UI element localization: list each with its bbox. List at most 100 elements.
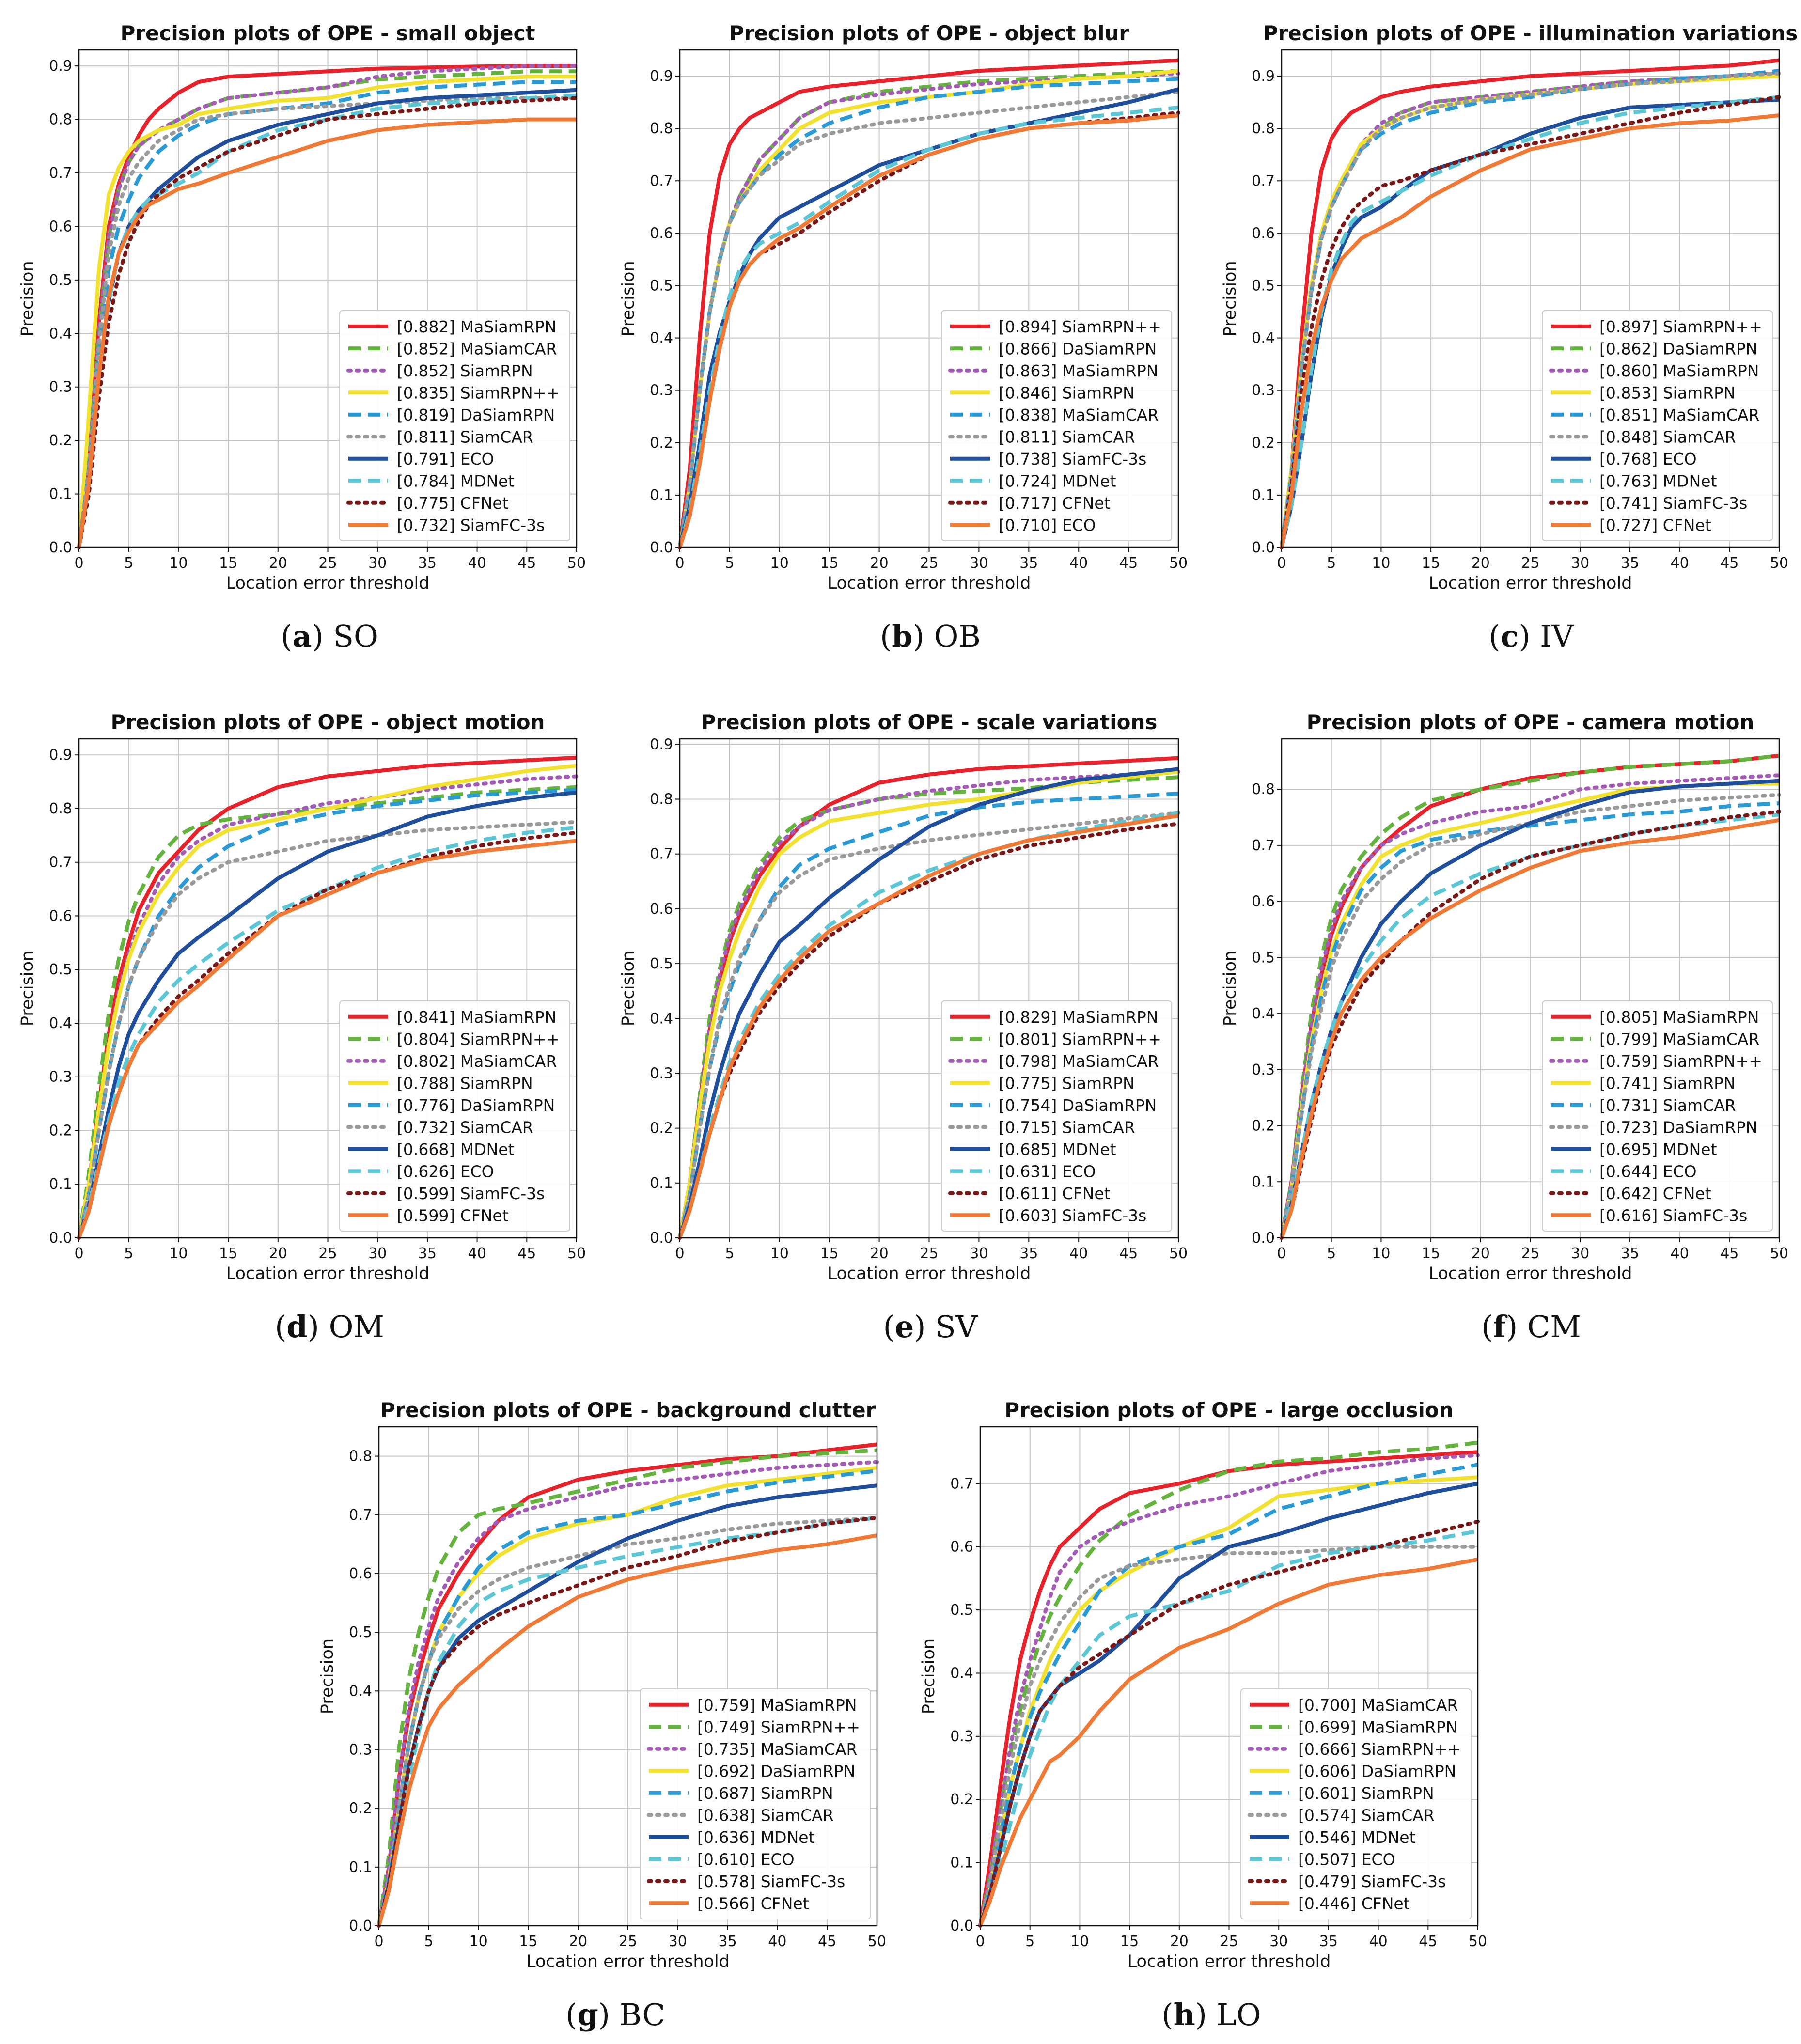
x-tick-label: 40 — [1671, 555, 1689, 572]
x-tick-label: 20 — [1472, 555, 1490, 572]
x-tick-label: 35 — [1621, 1245, 1639, 1262]
y-tick-label: 0.0 — [49, 1230, 72, 1247]
legend-entry: [0.479] SiamFC-3s — [1298, 1872, 1446, 1891]
y-tick-label: 0.5 — [1252, 949, 1275, 966]
y-tick-label: 0.4 — [950, 1665, 973, 1682]
x-tick-label: 15 — [820, 1245, 839, 1262]
legend-entry: [0.754] DaSiamRPN — [999, 1096, 1157, 1115]
y-tick-label: 0.3 — [349, 1741, 372, 1758]
legend-entry: [0.723] DaSiamRPN — [1599, 1118, 1757, 1137]
legend-box — [941, 1000, 1172, 1232]
x-tick-label: 5 — [725, 1245, 734, 1262]
x-tick-label: 0 — [975, 1933, 985, 1950]
legend-box — [339, 1000, 570, 1232]
series-line-cfnet — [377, 1533, 877, 1927]
x-tick-label: 0 — [1277, 555, 1286, 572]
y-tick-label: 0.4 — [1252, 1005, 1275, 1022]
legend-entry: [0.700] MaSiamCAR — [1298, 1696, 1458, 1715]
legend-entry: [0.768] ECO — [1599, 450, 1697, 468]
y-axis-label: Precision — [1221, 261, 1240, 336]
y-axis-label: Precision — [919, 1638, 939, 1714]
series-line-siamcar — [678, 90, 1180, 549]
x-tick-label: 0 — [74, 1245, 83, 1262]
x-tick-label: 50 — [868, 1933, 886, 1950]
x-tick-label: 25 — [1220, 1933, 1238, 1950]
legend-entry: [0.759] MaSiamRPN — [697, 1696, 857, 1715]
legend-entry: [0.805] MaSiamRPN — [1599, 1008, 1759, 1027]
series-line-dasiamrpn — [678, 792, 1179, 1238]
series-line-cfnet — [77, 839, 577, 1239]
x-tick-label: 25 — [1521, 1245, 1539, 1262]
y-tick-label: 0.4 — [49, 1015, 72, 1032]
chart-title: Precision plots of OPE - object blur — [729, 21, 1129, 45]
x-axis-label: Location error threshold — [526, 1952, 730, 1971]
x-tick-label: 10 — [1372, 1245, 1390, 1262]
y-tick-label: 0.1 — [349, 1859, 372, 1876]
chart-title: Precision plots of OPE - small object — [121, 21, 535, 45]
y-tick-label: 0.2 — [49, 1122, 72, 1139]
y-tick-label: 0.5 — [49, 272, 72, 289]
y-tick-label: 0.1 — [49, 1176, 72, 1193]
legend-entry: [0.776] DaSiamRPN — [397, 1096, 555, 1115]
series-line-masiamcar — [1280, 753, 1780, 1238]
panel-f: 0 5 10 15 20 25 30 35 40 45 50 0.0 0.1 0.2 0.3 0.4 0.5 0.… — [1221, 710, 1788, 1344]
x-tick-label: 5 — [1327, 1245, 1336, 1262]
y-tick-label: 0.4 — [650, 330, 673, 347]
series-line-masiamcar — [377, 1460, 879, 1928]
legend-entry: [0.631] ECO — [999, 1162, 1096, 1181]
panel-g: 0 5 10 15 20 25 30 35 40 45 50 0.0 0.1 0.2 0.3 0.4 0.5 0.… — [318, 1398, 886, 2032]
legend-entry: [0.853] SiamRPN — [1599, 383, 1736, 402]
x-tick-label: 25 — [318, 1245, 337, 1262]
y-tick-label: 0.9 — [1252, 68, 1275, 85]
plot-frame — [1281, 738, 1780, 1239]
y-tick-label: 0.8 — [1252, 781, 1275, 798]
series-line-siamrpn — [77, 764, 577, 1238]
y-tick-label: 0.7 — [1252, 172, 1275, 189]
y-tick-label: 0.5 — [650, 955, 673, 972]
x-tick-label: 40 — [1671, 1245, 1689, 1262]
legend: [0.841] MaSiamRPN [0.804] SiamRPN++ [0.802… — [339, 1000, 570, 1232]
legend: [0.894] SiamRPN++ [0.866] DaSiamRPN [0.863… — [941, 310, 1172, 541]
legend-entry: [0.601] SiamRPN — [1298, 1784, 1434, 1803]
x-axis-label: Location error threshold — [226, 574, 430, 593]
x-tick-label: 15 — [1422, 555, 1440, 572]
panel-caption: (c) IV — [1488, 619, 1574, 654]
y-tick-label: 0.6 — [650, 901, 673, 918]
y-tick-label: 0.6 — [950, 1539, 973, 1556]
series-line-siamfc-3s — [377, 1515, 879, 1928]
legend-entry: [0.799] MaSiamCAR — [1599, 1030, 1759, 1048]
x-tick-label: 10 — [169, 555, 188, 572]
y-tick-label: 0.8 — [1252, 120, 1275, 137]
y-axis-label: Precision — [18, 951, 37, 1026]
legend-box — [1542, 310, 1773, 541]
x-tick-label: 50 — [1169, 555, 1188, 572]
x-axis-label: Location error threshold — [828, 1264, 1031, 1283]
legend-entry: [0.603] SiamFC-3s — [999, 1206, 1146, 1225]
y-axis-label: Precision — [619, 261, 638, 336]
y-tick-label: 0.3 — [1252, 1061, 1275, 1078]
y-tick-label: 0.2 — [49, 432, 72, 449]
legend-entry: [0.699] MaSiamRPN — [1298, 1717, 1457, 1736]
x-tick-label: 25 — [318, 555, 337, 572]
series-line-mdnet — [77, 790, 577, 1239]
y-tick-label: 0.5 — [349, 1624, 372, 1641]
y-tick-label: 0.0 — [650, 1230, 673, 1247]
y-axis-label: Precision — [1221, 951, 1240, 1026]
legend-entry: [0.507] ECO — [1298, 1850, 1395, 1869]
y-tick-label: 0.3 — [950, 1728, 973, 1745]
x-tick-label: 35 — [1019, 1245, 1038, 1262]
legend-entry: [0.811] SiamCAR — [397, 427, 533, 446]
legend-box — [640, 1688, 871, 1919]
series-line-siamcar — [77, 96, 579, 549]
panel-a: 0 5 10 15 20 25 30 35 40 45 50 0.0 0.1 0.2 0.3 0.4 0.5 0.… — [18, 21, 586, 654]
x-tick-label: 40 — [468, 1245, 486, 1262]
legend-entry: [0.802] MaSiamCAR — [397, 1052, 557, 1071]
legend-entry: [0.574] SiamCAR — [1298, 1806, 1435, 1825]
legend-entry: [0.897] SiamRPN++ — [1599, 317, 1762, 336]
y-tick-label: 0.7 — [1252, 837, 1275, 854]
x-tick-label: 20 — [1170, 1933, 1189, 1950]
y-tick-label: 0.4 — [650, 1010, 673, 1027]
x-tick-label: 10 — [1070, 1933, 1089, 1950]
y-tick-label: 0.0 — [49, 539, 72, 556]
series-line-siamrpn- — [1280, 58, 1780, 548]
